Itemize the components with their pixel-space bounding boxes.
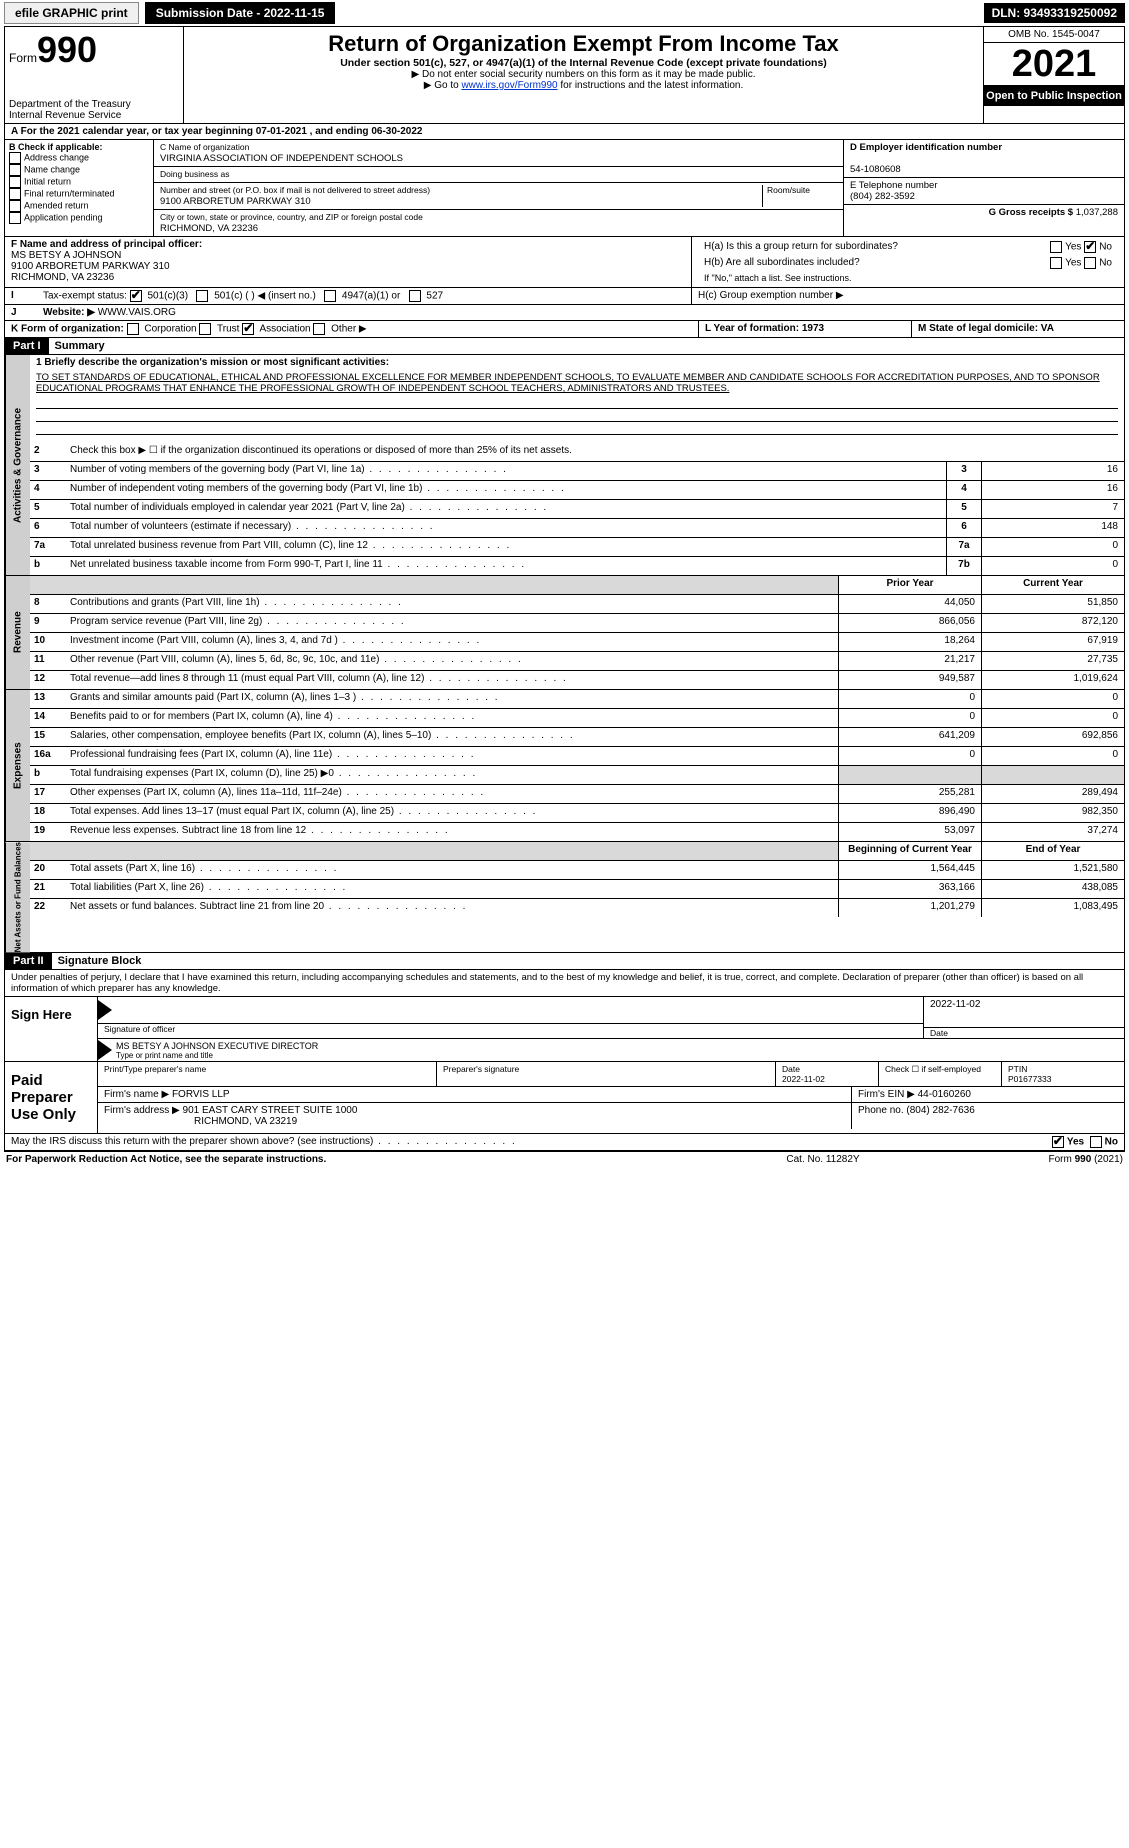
sign-here-section: Sign Here Signature of officer 2022-11-0… [5,997,1124,1062]
chk-hb-yes[interactable] [1050,257,1062,269]
summary-line: 7aTotal unrelated business revenue from … [30,538,1124,557]
chk-amended-return[interactable] [9,200,21,212]
part1-header: Part I Summary [5,338,1124,355]
top-toolbar: efile GRAPHIC print Submission Date - 20… [0,0,1129,26]
section-activities-governance: Activities & Governance 1 Briefly descri… [5,355,1124,576]
summary-line: 5Total number of individuals employed in… [30,500,1124,519]
summary-line: 14Benefits paid to or for members (Part … [30,709,1124,728]
form-subtitle: Under section 501(c), 527, or 4947(a)(1)… [188,57,979,69]
chk-discuss-no[interactable] [1090,1136,1102,1148]
dln-label: DLN: 93493319250092 [984,3,1125,23]
page-footer: For Paperwork Reduction Act Notice, see … [0,1152,1129,1167]
efile-button[interactable]: efile GRAPHIC print [4,2,139,24]
officer-name: MS BETSY A JOHNSON EXECUTIVE DIRECTOR [116,1041,318,1051]
part2-header: Part II Signature Block [5,953,1124,970]
chk-trust[interactable] [199,323,211,335]
irs-label: Internal Revenue Service [9,110,179,121]
summary-line: 17Other expenses (Part IX, column (A), l… [30,785,1124,804]
summary-line: 15Salaries, other compensation, employee… [30,728,1124,747]
row-j: J Website: ▶ WWW.VAIS.ORG [5,305,1124,321]
tab-activities: Activities & Governance [5,355,30,575]
chk-application-pending[interactable] [9,212,21,224]
form-header: Form990 Department of the Treasury Inter… [5,27,1124,124]
omb-number: OMB No. 1545-0047 [984,27,1124,43]
summary-line: 11Other revenue (Part VIII, column (A), … [30,652,1124,671]
chk-final-return[interactable] [9,188,21,200]
form-note-ssn: ▶ Do not enter social security numbers o… [188,69,979,80]
summary-line: bTotal fundraising expenses (Part IX, co… [30,766,1124,785]
summary-line: 12Total revenue—add lines 8 through 11 (… [30,671,1124,689]
org-name: VIRGINIA ASSOCIATION OF INDEPENDENT SCHO… [160,153,403,164]
perjury-declaration: Under penalties of perjury, I declare th… [5,970,1124,997]
chk-address-change[interactable] [9,152,21,164]
arrow-icon [98,1000,112,1020]
form-note-link: ▶ Go to www.irs.gov/Form990 for instruct… [188,80,979,91]
chk-other[interactable] [313,323,325,335]
section-expenses: Expenses 13Grants and similar amounts pa… [5,690,1124,842]
chk-501c[interactable] [196,290,208,302]
chk-527[interactable] [409,290,421,302]
arrow-icon [98,1040,112,1060]
ptin-value: P01677333 [1008,1074,1052,1084]
row-a-tax-year: A For the 2021 calendar year, or tax yea… [5,124,1124,140]
section-bcd: B Check if applicable: Address change Na… [5,140,1124,237]
chk-corporation[interactable] [127,323,139,335]
tab-net-assets: Net Assets or Fund Balances [5,842,30,952]
form-number: Form990 [9,29,179,71]
firm-phone: (804) 282-7636 [906,1105,974,1116]
org-address: 9100 ARBORETUM PARKWAY 310 [160,196,311,207]
summary-line: 16aProfessional fundraising fees (Part I… [30,747,1124,766]
summary-line: 6Total number of volunteers (estimate if… [30,519,1124,538]
summary-line: 3Number of voting members of the governi… [30,462,1124,481]
summary-line: bNet unrelated business taxable income f… [30,557,1124,575]
tax-year: 2021 [984,43,1124,86]
col-d-ein-tel: D Employer identification number 54-1080… [844,140,1124,236]
summary-line: 22Net assets or fund balances. Subtract … [30,899,1124,917]
chk-4947[interactable] [324,290,336,302]
summary-line: 18Total expenses. Add lines 13–17 (must … [30,804,1124,823]
website-value: WWW.VAIS.ORG [98,307,176,318]
summary-line: 21Total liabilities (Part X, line 26)363… [30,880,1124,899]
summary-line: 20Total assets (Part X, line 16)1,564,44… [30,861,1124,880]
section-net-assets: Net Assets or Fund Balances Beginning of… [5,842,1124,953]
summary-line: 9Program service revenue (Part VIII, lin… [30,614,1124,633]
telephone-value: (804) 282-3592 [850,191,915,202]
chk-hb-no[interactable] [1084,257,1096,269]
col-c-org-info: C Name of organization VIRGINIA ASSOCIAT… [154,140,844,236]
gross-receipts: 1,037,288 [1076,207,1118,218]
ein-value: 54-1080608 [850,164,901,175]
open-to-public: Open to Public Inspection [984,86,1124,106]
chk-501c3[interactable] [130,290,142,302]
section-revenue: Revenue Prior Year Current Year 8Contrib… [5,576,1124,690]
form-title: Return of Organization Exempt From Incom… [188,31,979,57]
org-city: RICHMOND, VA 23236 [160,223,258,234]
summary-line: 10Investment income (Part VIII, column (… [30,633,1124,652]
mission-text: TO SET STANDARDS OF EDUCATIONAL, ETHICAL… [30,370,1124,396]
summary-line: 19Revenue less expenses. Subtract line 1… [30,823,1124,841]
summary-line: 4Number of independent voting members of… [30,481,1124,500]
discuss-row: May the IRS discuss this return with the… [5,1134,1124,1151]
form-container: Form990 Department of the Treasury Inter… [4,26,1125,1152]
chk-initial-return[interactable] [9,176,21,188]
paid-preparer-section: Paid Preparer Use Only Print/Type prepar… [5,1062,1124,1134]
row-fh: F Name and address of principal officer:… [5,237,1124,288]
chk-ha-no[interactable] [1084,241,1096,253]
firm-ein: 44-0160260 [918,1089,971,1100]
submission-date-button[interactable]: Submission Date - 2022-11-15 [145,2,336,24]
col-b-checkboxes: B Check if applicable: Address change Na… [5,140,154,236]
chk-association[interactable] [242,323,254,335]
chk-ha-yes[interactable] [1050,241,1062,253]
dept-label: Department of the Treasury [9,99,179,110]
irs-link[interactable]: www.irs.gov/Form990 [461,80,557,91]
chk-name-change[interactable] [9,164,21,176]
row-klm: K Form of organization: Corporation Trus… [5,321,1124,338]
chk-discuss-yes[interactable] [1052,1136,1064,1148]
summary-line: 13Grants and similar amounts paid (Part … [30,690,1124,709]
firm-name: FORVIS LLP [172,1089,230,1100]
summary-line: 8Contributions and grants (Part VIII, li… [30,595,1124,614]
row-i: I Tax-exempt status: 501(c)(3) 501(c) ( … [5,288,1124,305]
tab-revenue: Revenue [5,576,30,689]
tab-expenses: Expenses [5,690,30,841]
